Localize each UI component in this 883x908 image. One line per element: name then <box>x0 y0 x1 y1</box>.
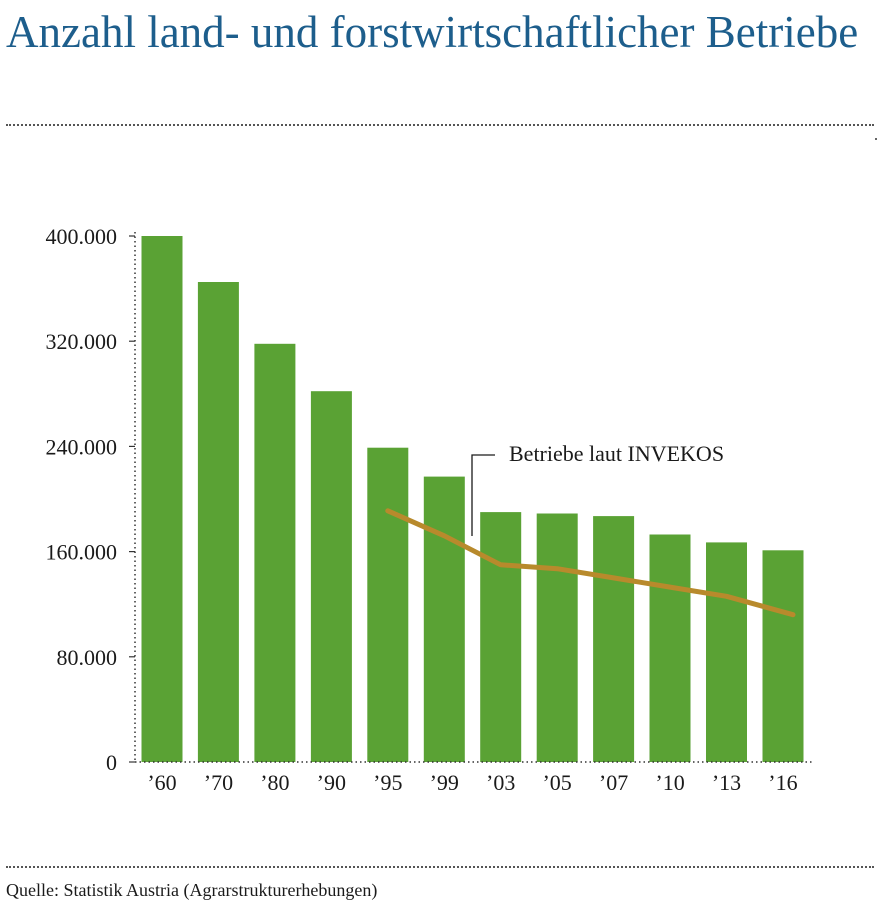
bar-0 <box>141 236 183 762</box>
x-tick-label: ’90 <box>317 770 346 795</box>
bar-11 <box>762 550 804 762</box>
bar-5 <box>423 476 465 762</box>
bar-3 <box>310 391 352 762</box>
x-tick-label: ’95 <box>373 770 402 795</box>
annotation-leader <box>471 454 495 536</box>
chart-title: Anzahl land- und forstwirtschaftlicher B… <box>6 7 859 57</box>
annotation-label: Betriebe laut INVEKOS <box>509 441 724 466</box>
y-tick-label: 80.000 <box>57 645 118 670</box>
bar-2 <box>254 343 296 762</box>
x-tick-label: ’13 <box>712 770 741 795</box>
annotation-layer: Betriebe laut INVEKOS <box>471 441 724 536</box>
bar-10 <box>706 542 747 762</box>
x-tick-label: ’70 <box>204 770 233 795</box>
axis-layer: 0 80.000 160.000 240.000 320.000 400.000 ’60 ’7… <box>46 224 812 795</box>
top-divider <box>6 124 874 126</box>
decorative-dot <box>875 138 877 140</box>
x-tick-label: ’80 <box>260 770 289 795</box>
bar-7 <box>536 513 578 762</box>
x-tick-label: ’07 <box>599 770 628 795</box>
x-tick-label: ’60 <box>147 770 176 795</box>
y-tick-label: 160.000 <box>46 540 118 565</box>
x-tick-label: ’05 <box>542 770 571 795</box>
bar-9 <box>649 534 691 762</box>
y-tick-label: 0 <box>106 750 117 775</box>
y-tick-label: 240.000 <box>46 434 118 459</box>
bottom-divider <box>6 866 874 868</box>
bar-8 <box>593 516 635 762</box>
source-note: Quelle: Statistik Austria (Agrarstruktur… <box>6 880 378 900</box>
y-tick-label: 400.000 <box>46 224 118 249</box>
bar-1 <box>197 282 239 762</box>
bar-6 <box>480 512 522 762</box>
x-tick-label: ’10 <box>655 770 684 795</box>
x-tick-label: ’99 <box>430 770 459 795</box>
bar-4 <box>367 447 409 762</box>
bars-layer <box>141 236 804 762</box>
y-tick-label: 320.000 <box>46 329 118 354</box>
invekos-line <box>385 508 796 618</box>
x-tick-label: ’03 <box>486 770 515 795</box>
invekos-line-layer <box>385 508 796 618</box>
x-tick-label: ’16 <box>768 770 797 795</box>
